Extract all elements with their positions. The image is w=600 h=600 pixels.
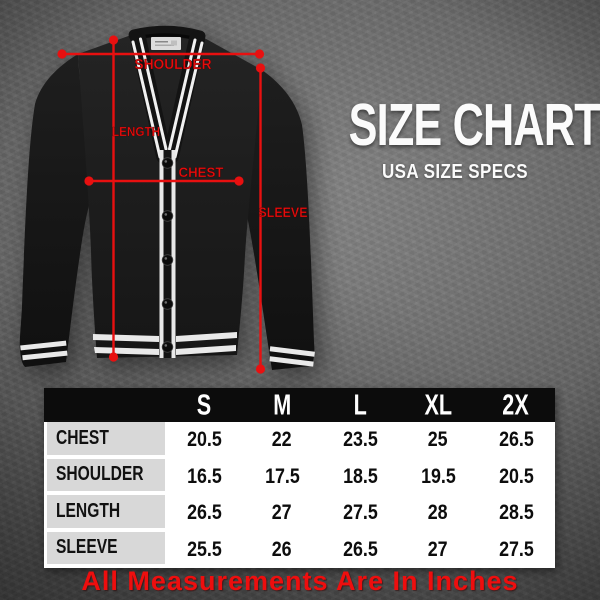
- size-col-header-m: M: [243, 388, 321, 422]
- length-measure-label: LENGTH: [112, 124, 160, 139]
- sleeve-s-value: 25.5: [165, 531, 243, 568]
- neck-tag: [151, 37, 181, 50]
- shoulder-measure-label: SHOULDER: [134, 56, 211, 72]
- shoulder-2x-value: 20.5: [477, 458, 555, 495]
- chest-xl-value: 25: [399, 422, 477, 459]
- length-m-value: 27: [243, 495, 321, 532]
- chest-m-value: 22: [243, 422, 321, 459]
- shoulder-xl-value: 19.5: [399, 458, 477, 495]
- size-col-header-s: S: [165, 388, 243, 422]
- sleeve-measure-label: SLEEVE: [258, 205, 307, 221]
- collar: [128, 25, 206, 164]
- length-2x-value: 28.5: [477, 495, 555, 532]
- size-table: S M L XL 2X CHEST 20.5 22 23.5 25 26.5 S…: [44, 388, 555, 568]
- buttons: [161, 157, 174, 353]
- shoulder-s-value: 16.5: [165, 458, 243, 495]
- length-xl-value: 28: [399, 495, 477, 532]
- shoulder-m-value: 17.5: [243, 458, 321, 495]
- sleeve-xl-value: 27: [399, 531, 477, 568]
- size-col-header-2x: 2X: [477, 388, 555, 422]
- row-label-shoulder: SHOULDER: [44, 458, 165, 495]
- measurement-overlay: SHOULDER LENGTH CHEST SLEEVE: [57, 35, 308, 374]
- page-title: SIZE CHART: [348, 92, 600, 159]
- cardigan-graphic: SHOULDER LENGTH CHEST SLEEVE: [19, 25, 315, 374]
- left-cuff-stripes: [20, 340, 68, 361]
- chest-l-value: 23.5: [321, 422, 399, 459]
- size-table-corner-cell: [44, 388, 165, 422]
- sleeve-2x-value: 27.5: [477, 531, 555, 568]
- left-sleeve: [19, 54, 97, 367]
- right-cuff-stripes: [269, 346, 315, 367]
- chest-s-value: 20.5: [165, 422, 243, 459]
- shoulder-l-value: 18.5: [321, 458, 399, 495]
- chest-measure-label: CHEST: [178, 165, 224, 180]
- cardigan: [19, 25, 315, 370]
- sleeve-m-value: 26: [243, 531, 321, 568]
- size-col-header-xl: XL: [399, 388, 477, 422]
- size-col-header-l: L: [321, 388, 399, 422]
- chest-2x-value: 26.5: [477, 422, 555, 459]
- length-l-value: 27.5: [321, 495, 399, 532]
- row-label-chest: CHEST: [44, 422, 165, 459]
- sleeve-l-value: 26.5: [321, 531, 399, 568]
- length-s-value: 26.5: [165, 495, 243, 532]
- measure-endpoint-dots: [57, 35, 266, 374]
- measurements-footnote: All Measurements Are In Inches: [81, 566, 519, 596]
- row-label-length: LENGTH: [44, 495, 165, 532]
- page-subtitle: USA SIZE SPECS: [381, 160, 529, 183]
- row-label-sleeve: SLEEVE: [44, 531, 165, 568]
- title-block: SIZE CHART USA SIZE SPECS: [322, 92, 600, 184]
- hem-stripes: [93, 332, 237, 355]
